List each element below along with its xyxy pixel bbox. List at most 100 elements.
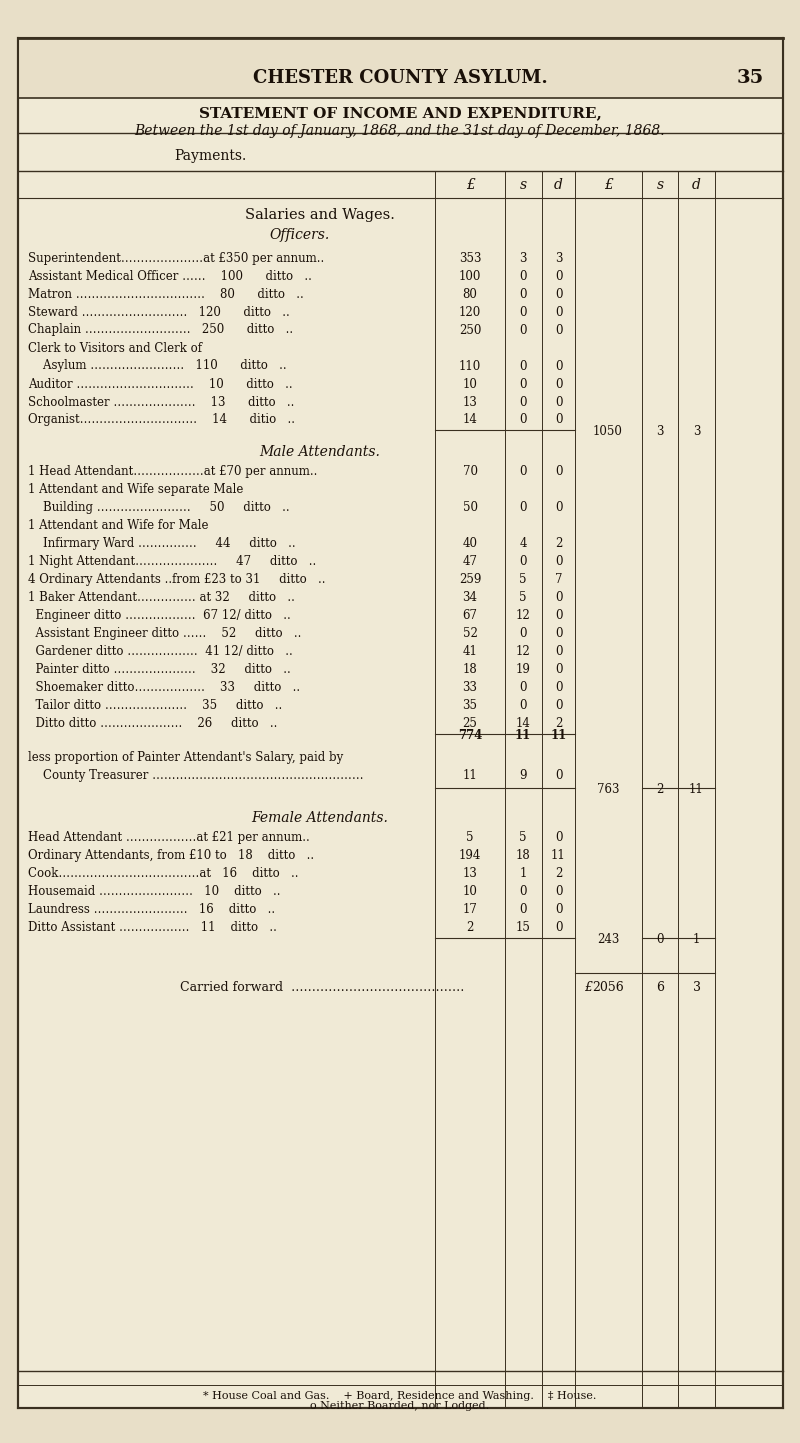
Text: 0: 0	[519, 306, 526, 319]
Text: Cook………………………………at   16    ditto   ..: Cook………………………………at 16 ditto ..	[28, 867, 298, 880]
Text: 6: 6	[656, 981, 664, 994]
Text: 3: 3	[693, 981, 701, 994]
Text: 0: 0	[519, 502, 526, 515]
Text: 243: 243	[597, 934, 619, 947]
Text: 17: 17	[462, 903, 478, 916]
Text: d: d	[692, 177, 701, 192]
Text: 4 Ordinary Attendants ..from £23 to 31     ditto   ..: 4 Ordinary Attendants ..from £23 to 31 d…	[28, 573, 326, 586]
Text: 3: 3	[656, 426, 664, 439]
Text: 0: 0	[519, 395, 526, 408]
Text: 0: 0	[519, 700, 526, 713]
Text: 25: 25	[462, 717, 478, 730]
Text: Head Attendant ………………at £21 per annum..: Head Attendant ………………at £21 per annum..	[28, 831, 310, 844]
Text: 110: 110	[459, 359, 481, 372]
Text: 9: 9	[519, 769, 526, 782]
Text: 3: 3	[693, 426, 700, 439]
Text: 5: 5	[466, 831, 474, 844]
Text: 0: 0	[554, 414, 562, 427]
Text: 1050: 1050	[593, 426, 623, 439]
Text: 1 Baker Attendant…………… at 32     ditto   ..: 1 Baker Attendant…………… at 32 ditto ..	[28, 592, 295, 605]
Text: Laundress ……………………   16    ditto   ..: Laundress …………………… 16 ditto ..	[28, 903, 275, 916]
Text: 0: 0	[554, 306, 562, 319]
Text: 0: 0	[554, 769, 562, 782]
Text: s: s	[657, 177, 663, 192]
Text: Chaplain ………………………   250      ditto   ..: Chaplain ……………………… 250 ditto ..	[28, 323, 293, 336]
Text: 2056: 2056	[592, 981, 624, 994]
Text: 0: 0	[554, 886, 562, 899]
Text: Carried forward  ……………………………………: Carried forward ……………………………………	[180, 981, 464, 994]
Text: 0: 0	[554, 922, 562, 935]
Text: 4: 4	[519, 537, 526, 550]
Text: 13: 13	[462, 867, 478, 880]
Text: o Neither Boarded, nor Lodged.: o Neither Boarded, nor Lodged.	[310, 1401, 490, 1411]
Text: Organist…………………………    14      ditio   ..: Organist………………………… 14 ditio ..	[28, 414, 295, 427]
Text: Payments.: Payments.	[174, 149, 246, 163]
Text: 0: 0	[554, 681, 562, 694]
Text: 10: 10	[462, 886, 478, 899]
Text: 0: 0	[519, 359, 526, 372]
Text: 47: 47	[462, 556, 478, 569]
Text: 11: 11	[551, 850, 566, 863]
Text: 120: 120	[459, 306, 481, 319]
Text: 14: 14	[515, 717, 530, 730]
Text: 0: 0	[519, 628, 526, 641]
Text: Auditor …………………………    10      ditto   ..: Auditor ………………………… 10 ditto ..	[28, 378, 293, 391]
Text: 52: 52	[462, 628, 478, 641]
Text: Officers.: Officers.	[270, 228, 330, 242]
Text: 763: 763	[597, 784, 619, 797]
Text: 259: 259	[459, 573, 481, 586]
Text: 0: 0	[519, 378, 526, 391]
Text: County Treasurer ………………………………………………: County Treasurer ………………………………………………	[28, 769, 364, 782]
Text: 13: 13	[462, 395, 478, 408]
Text: 0: 0	[519, 556, 526, 569]
Text: 0: 0	[554, 628, 562, 641]
Text: 2: 2	[555, 717, 562, 730]
Text: Superintendent…………………at £350 per annum..: Superintendent…………………at £350 per annum..	[28, 251, 324, 264]
Text: Asylum ……………………   110      ditto   ..: Asylum …………………… 110 ditto ..	[28, 359, 286, 372]
Text: £: £	[603, 177, 613, 192]
Text: 0: 0	[519, 414, 526, 427]
Text: * House Coal and Gas.    + Board, Residence and Washing.    ‡ House.: * House Coal and Gas. + Board, Residence…	[203, 1391, 597, 1401]
Text: 11: 11	[689, 784, 704, 797]
Text: 774: 774	[458, 730, 482, 743]
Text: 0: 0	[554, 378, 562, 391]
Text: s: s	[519, 177, 526, 192]
Text: Shoemaker ditto………………    33     ditto   ..: Shoemaker ditto……………… 33 ditto ..	[28, 681, 300, 694]
Text: 35: 35	[736, 69, 764, 87]
Text: Infirmary Ward ……………     44     ditto   ..: Infirmary Ward …………… 44 ditto ..	[28, 537, 296, 550]
Text: 0: 0	[554, 831, 562, 844]
Text: 0: 0	[554, 700, 562, 713]
Text: 18: 18	[516, 850, 530, 863]
Text: STATEMENT OF INCOME AND EXPENDITURE,: STATEMENT OF INCOME AND EXPENDITURE,	[198, 105, 602, 120]
Text: Gardener ditto ………………  41 12/ ditto   ..: Gardener ditto ……………… 41 12/ ditto ..	[28, 645, 293, 658]
Bar	[18, 38, 783, 98]
Text: 250: 250	[459, 323, 481, 336]
Text: 1 Attendant and Wife separate Male: 1 Attendant and Wife separate Male	[28, 483, 243, 496]
Text: 0: 0	[554, 556, 562, 569]
Text: 5: 5	[519, 573, 526, 586]
Text: Ordinary Attendants, from £10 to   18    ditto   ..: Ordinary Attendants, from £10 to 18 ditt…	[28, 850, 314, 863]
Text: 41: 41	[462, 645, 478, 658]
Text: Female Attendants.: Female Attendants.	[251, 811, 389, 825]
Text: 50: 50	[462, 502, 478, 515]
Text: 34: 34	[462, 592, 478, 605]
Text: Between the 1st day of January, 1868, and the 31st day of December, 1868.: Between the 1st day of January, 1868, an…	[134, 124, 666, 139]
Text: 0: 0	[554, 287, 562, 300]
Text: 70: 70	[462, 466, 478, 479]
Text: 0: 0	[554, 466, 562, 479]
Text: 0: 0	[519, 886, 526, 899]
Text: 1 Attendant and Wife for Male: 1 Attendant and Wife for Male	[28, 519, 209, 532]
Text: 2: 2	[466, 922, 474, 935]
Text: 0: 0	[519, 270, 526, 283]
Text: 1 Night Attendant…………………     47     ditto   ..: 1 Night Attendant………………… 47 ditto ..	[28, 556, 316, 569]
Text: 0: 0	[519, 903, 526, 916]
Text: 40: 40	[462, 537, 478, 550]
Text: Assistant Medical Officer ……    100      ditto   ..: Assistant Medical Officer …… 100 ditto .…	[28, 270, 312, 283]
Text: 0: 0	[554, 323, 562, 336]
Text: Salaries and Wages.: Salaries and Wages.	[245, 208, 395, 222]
Text: 194: 194	[459, 850, 481, 863]
Text: 1: 1	[693, 934, 700, 947]
Text: Building ……………………     50     ditto   ..: Building …………………… 50 ditto ..	[28, 502, 290, 515]
Text: £: £	[466, 177, 474, 192]
Text: 14: 14	[462, 414, 478, 427]
